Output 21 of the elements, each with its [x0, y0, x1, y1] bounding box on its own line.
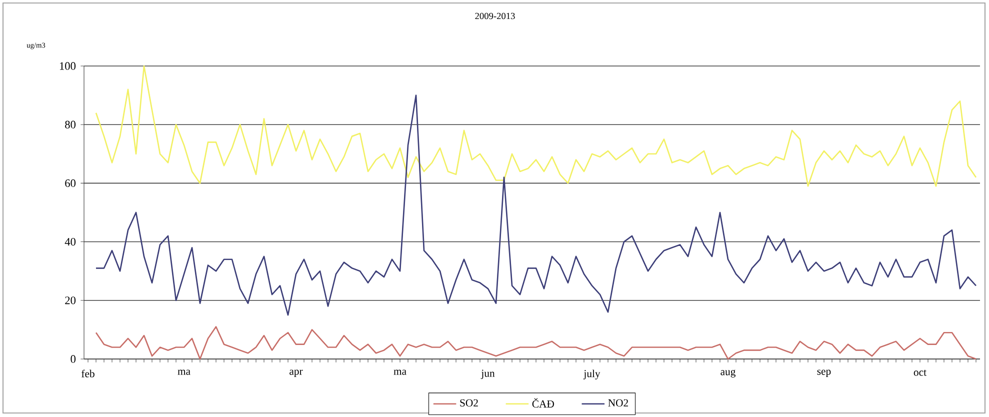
y-tick-label: 0: [70, 355, 76, 363]
x-tick-label: apr: [290, 370, 303, 377]
x-tick-label: aug: [720, 370, 736, 378]
x-tick-label: feb: [82, 370, 94, 378]
legend-label: SO2: [460, 399, 478, 406]
y-tick-label: 20: [65, 296, 76, 304]
y-tick-label: 40: [64, 238, 76, 246]
x-tick-label: ma: [178, 370, 190, 375]
line-series: [95, 94, 977, 316]
y-tick-label: 60: [65, 179, 76, 188]
line-series: [95, 65, 977, 187]
x-tick-label: jun: [480, 370, 495, 380]
x-tick-label: oct: [914, 370, 926, 376]
y-tick-label: 100: [60, 62, 76, 70]
x-tick-label: july: [583, 370, 600, 380]
x-tick-label: ma: [394, 370, 406, 375]
chart-title: 2009-2013: [475, 12, 515, 20]
legend-label: NO2: [608, 399, 628, 406]
x-tick-label: sep: [817, 370, 831, 377]
legend-label: ČAĐ: [532, 398, 554, 408]
y-tick-label: 80: [65, 120, 76, 128]
